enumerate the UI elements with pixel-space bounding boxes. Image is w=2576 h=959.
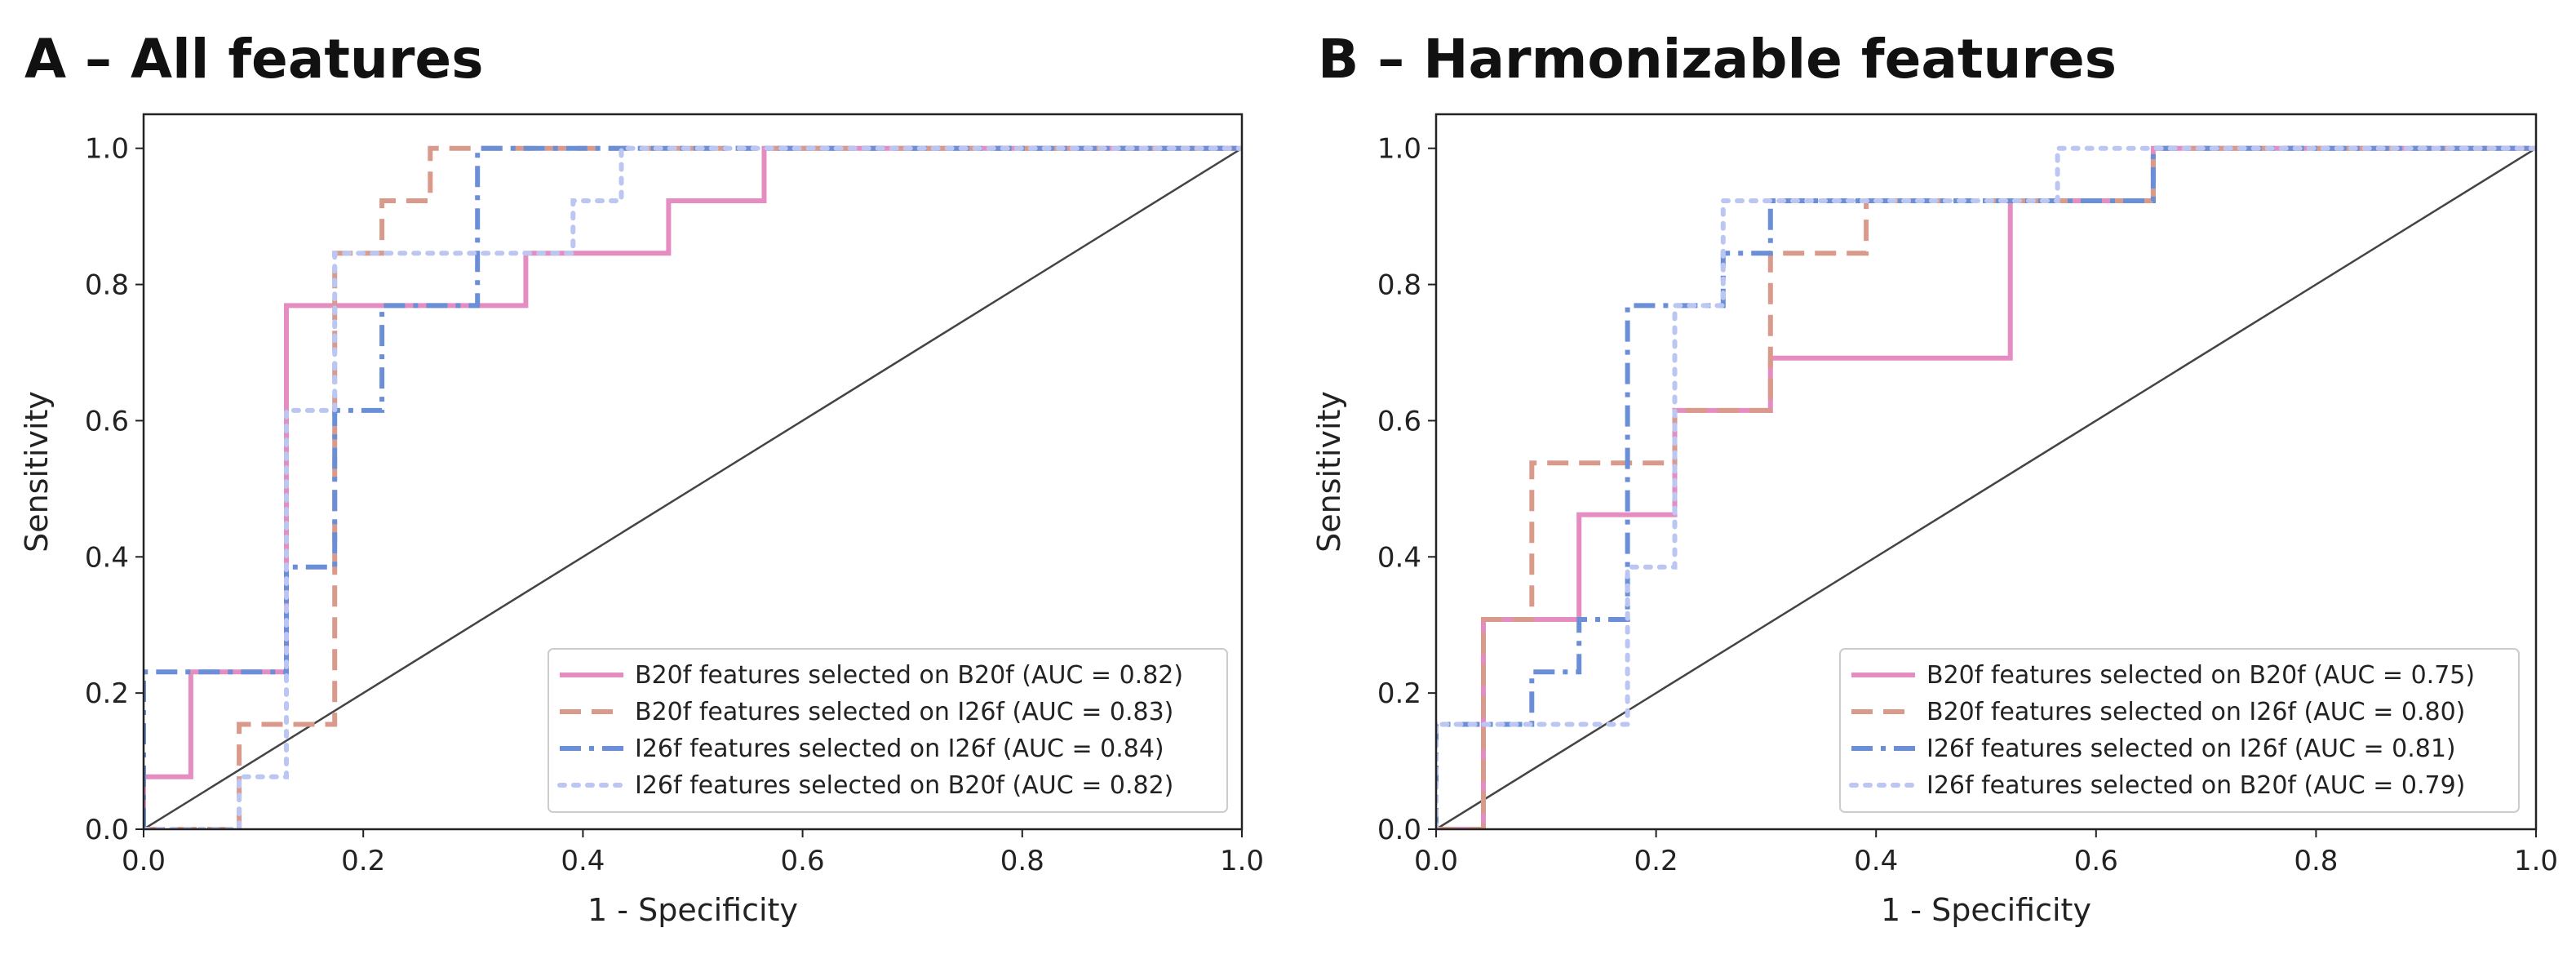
y-tick-label: 1.0 <box>1377 133 1421 166</box>
x-tick-label: 0.2 <box>1634 845 1678 877</box>
roc-curve-2 <box>144 145 1242 829</box>
legend-label-3: I26f features selected on I26f (AUC = 0.… <box>635 735 1164 763</box>
y-tick-label: 0.6 <box>85 405 129 437</box>
roc-curve-4 <box>144 145 1242 829</box>
legend-label-4: I26f features selected on B20f (AUC = 0.… <box>1926 771 2465 800</box>
x-axis-label: 1 - Specificity <box>1881 892 2091 928</box>
roc-curve-1 <box>144 145 1242 829</box>
legend-label-1: B20f features selected on B20f (AUC = 0.… <box>1926 661 2475 690</box>
x-tick-label: 1.0 <box>1220 845 1264 877</box>
x-tick-label: 0.0 <box>1414 845 1458 877</box>
y-tick-label: 0.6 <box>1377 405 1421 437</box>
x-tick-label: 0.4 <box>1854 845 1898 877</box>
legend-box <box>548 648 1228 813</box>
x-axis-label: 1 - Specificity <box>587 892 798 928</box>
x-tick-label: 0.8 <box>2294 845 2338 877</box>
legend-label-2: B20f features selected on I26f (AUC = 0.… <box>1926 698 2465 726</box>
y-tick-label: 0.8 <box>85 269 129 302</box>
x-tick-label: 0.4 <box>561 845 605 877</box>
legend-label-4: I26f features selected on B20f (AUC = 0.… <box>635 771 1173 800</box>
legend-label-1: B20f features selected on B20f (AUC = 0.… <box>635 661 1183 690</box>
x-tick-label: 0.2 <box>341 845 385 877</box>
y-tick-label: 0.2 <box>85 677 129 710</box>
x-tick-label: 0.0 <box>122 845 166 877</box>
y-axis-label: Sensitivity <box>19 391 55 553</box>
panel-b: B – Harmonizable features 0.00.0 0.2 0.2 0.4… <box>1311 28 2558 928</box>
roc-curve-3 <box>1436 145 2536 829</box>
panel-title: A – All features <box>24 28 483 91</box>
x-tick-label: 0.6 <box>781 845 825 877</box>
legend-box <box>1839 648 2520 813</box>
plot-frame <box>1434 113 2538 831</box>
roc-curve-2 <box>1436 145 2536 829</box>
panel-a: A – All features 0.00.0 0.2 0.2 0.4 0.4 0.6 0.6… <box>19 28 1264 928</box>
roc-curve-4 <box>1436 145 2536 829</box>
chance-diagonal <box>144 147 1242 829</box>
plot-frame <box>142 113 1244 831</box>
chance-diagonal <box>1436 147 2536 829</box>
panel-title: B – Harmonizable features <box>1318 28 2117 91</box>
y-tick-label: 0.0 <box>1377 814 1421 846</box>
y-tick-label: 0.4 <box>1377 541 1421 574</box>
x-tick-label: 0.6 <box>2074 845 2118 877</box>
legend-label-2: B20f features selected on I26f (AUC = 0.… <box>635 698 1173 726</box>
y-tick-label: 0.4 <box>85 541 129 574</box>
y-tick-label: 1.0 <box>85 133 129 166</box>
x-tick-label: 0.8 <box>1000 845 1044 877</box>
y-tick-label: 0.8 <box>1377 269 1421 302</box>
x-tick-label: 1.0 <box>2514 845 2558 877</box>
legend-label-3: I26f features selected on I26f (AUC = 0.… <box>1926 735 2456 763</box>
y-axis-label: Sensitivity <box>1311 391 1347 553</box>
y-tick-label: 0.2 <box>1377 677 1421 710</box>
y-tick-label: 0.0 <box>85 814 129 846</box>
